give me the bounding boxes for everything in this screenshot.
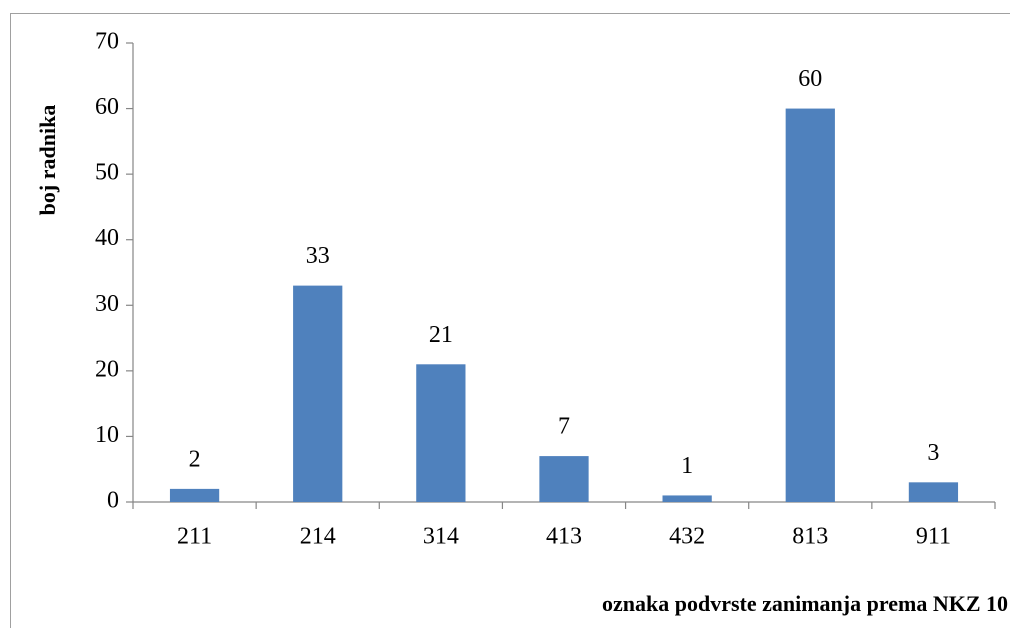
data-label: 3 xyxy=(927,440,939,466)
y-tick-label: 10 xyxy=(95,422,119,448)
y-tick-label: 50 xyxy=(95,160,119,186)
bar xyxy=(662,495,712,502)
x-tick-label: 813 xyxy=(792,524,828,550)
x-axis-label: oznaka podvrste zanimanja prema NKZ 10 xyxy=(602,591,1008,616)
x-tick-label: 214 xyxy=(300,524,336,550)
y-tick-label: 20 xyxy=(95,356,119,382)
bar xyxy=(169,488,220,502)
x-tick-label: 432 xyxy=(669,524,705,550)
x-tick-label: 314 xyxy=(423,524,459,550)
y-tick-label: 60 xyxy=(95,94,119,120)
chart-border xyxy=(10,13,1010,628)
bar xyxy=(785,108,835,503)
x-tick-label: 211 xyxy=(177,524,212,550)
y-tick-label: 70 xyxy=(95,29,119,55)
x-tick-label: 911 xyxy=(916,524,951,550)
y-tick-label: 30 xyxy=(95,291,119,317)
data-label: 60 xyxy=(798,66,822,92)
bar xyxy=(416,364,466,502)
data-label: 21 xyxy=(429,322,453,348)
y-tick-label: 40 xyxy=(95,225,119,251)
bar xyxy=(293,285,343,502)
data-label: 2 xyxy=(189,446,201,472)
data-label: 1 xyxy=(681,453,693,479)
data-label: 33 xyxy=(306,243,330,269)
bar xyxy=(539,456,589,502)
y-axis-label: boj radnika xyxy=(35,105,60,216)
bar xyxy=(908,482,959,502)
data-label: 7 xyxy=(558,414,570,440)
x-tick-label: 413 xyxy=(546,524,582,550)
y-tick-label: 0 xyxy=(107,488,119,514)
